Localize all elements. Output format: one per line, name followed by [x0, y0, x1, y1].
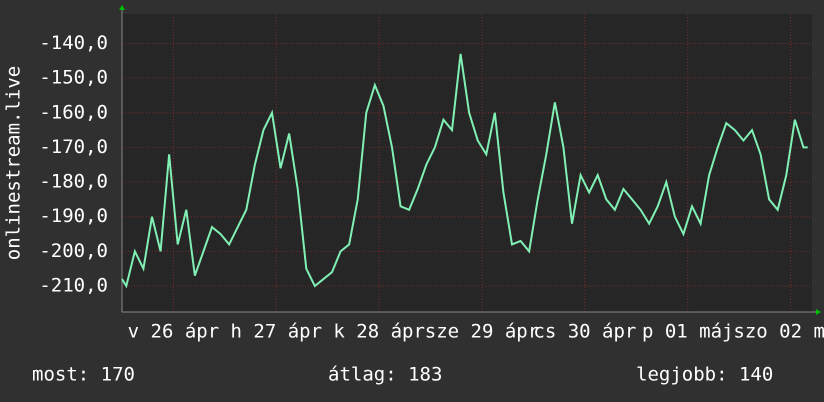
y-tick-label: -210,0 — [39, 275, 108, 297]
stat-label: átlag: 183 — [328, 364, 442, 386]
plot-area — [122, 14, 812, 312]
x-tick-label: sze 29 ápr — [425, 321, 539, 343]
y-axis-label: onlinestream.live — [3, 66, 25, 260]
y-tick-label: -200,0 — [39, 240, 108, 262]
x-tick-label: szo 02 máj — [733, 321, 824, 343]
y-tick-label: -160,0 — [39, 101, 108, 123]
x-tick-label: cs 30 ápr — [533, 321, 636, 343]
x-tick-label: p 01 máj — [642, 321, 734, 343]
y-tick-label: -180,0 — [39, 171, 108, 193]
stat-label: most: 170 — [32, 364, 135, 386]
axis-arrow — [816, 309, 821, 315]
data-line — [121, 53, 808, 289]
y-tick-label: -150,0 — [39, 67, 108, 89]
x-tick-label: v 26 ápr — [128, 321, 220, 343]
x-tick-label: k 28 ápr — [333, 321, 425, 343]
y-tick-label: -190,0 — [39, 205, 108, 227]
y-tick-label: -170,0 — [39, 136, 108, 158]
y-tick-label: -140,0 — [39, 32, 108, 54]
axis-arrow — [119, 5, 125, 10]
stat-label: legjobb: 140 — [636, 364, 773, 386]
x-tick-label: h 27 ápr — [231, 321, 323, 343]
